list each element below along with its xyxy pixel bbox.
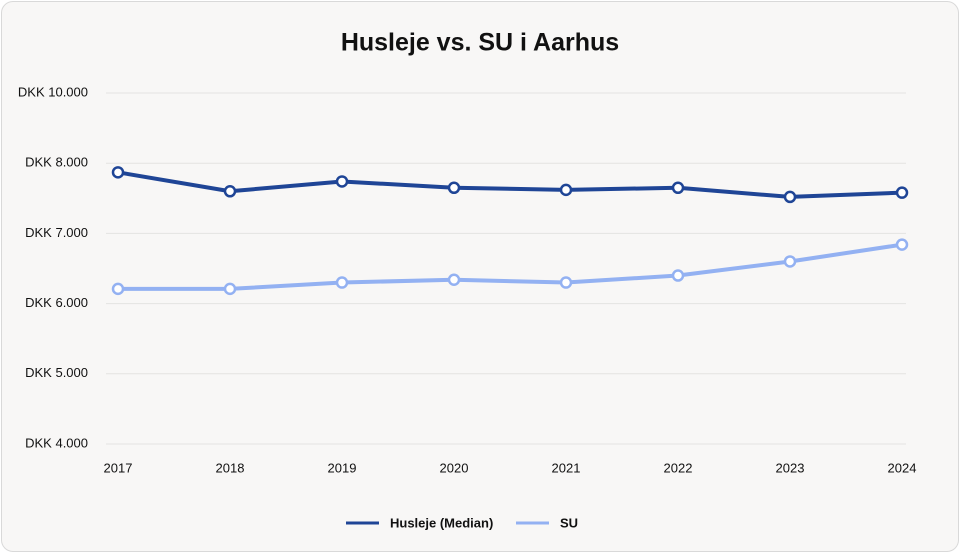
point (111, 166, 125, 179)
x-tick-label: 2018 (216, 460, 245, 475)
legend: Husleje (Median) SU (346, 515, 578, 530)
point (223, 185, 237, 198)
y-tick-label: DKK 5.000 (25, 365, 88, 380)
point (783, 190, 797, 204)
point (447, 181, 461, 195)
y-tick-label: DKK 8.000 (25, 155, 88, 170)
point (335, 175, 349, 188)
point (671, 269, 685, 282)
y-tick-label: DKK 7.000 (25, 225, 88, 240)
y-tick-label: DKK 4.000 (25, 435, 88, 450)
point (895, 238, 909, 251)
x-tick-label: 2020 (440, 460, 469, 475)
point (671, 181, 685, 195)
x-tick-label: 2022 (664, 460, 693, 475)
point (111, 282, 125, 296)
point (223, 282, 237, 296)
point (447, 273, 461, 286)
x-tick-label: 2024 (888, 460, 917, 475)
legend-label: SU (560, 515, 578, 530)
line (117, 170, 903, 199)
y-tick-label: DKK 10.000 (18, 84, 88, 99)
x-tick-label: 2017 (104, 460, 133, 475)
x-tick-label: 2023 (776, 460, 805, 475)
line (118, 242, 903, 291)
point (335, 276, 349, 289)
chart-title: Husleje vs. SU i Aarhus (341, 29, 619, 57)
point (559, 183, 573, 197)
y-tick-label: DKK 6.000 (25, 295, 88, 310)
point (783, 255, 797, 268)
point (895, 186, 909, 199)
legend-label: Husleje (Median) (390, 515, 493, 530)
point (559, 276, 573, 289)
x-tick-label: 2021 (552, 460, 581, 475)
x-tick-label: 2019 (328, 460, 357, 475)
